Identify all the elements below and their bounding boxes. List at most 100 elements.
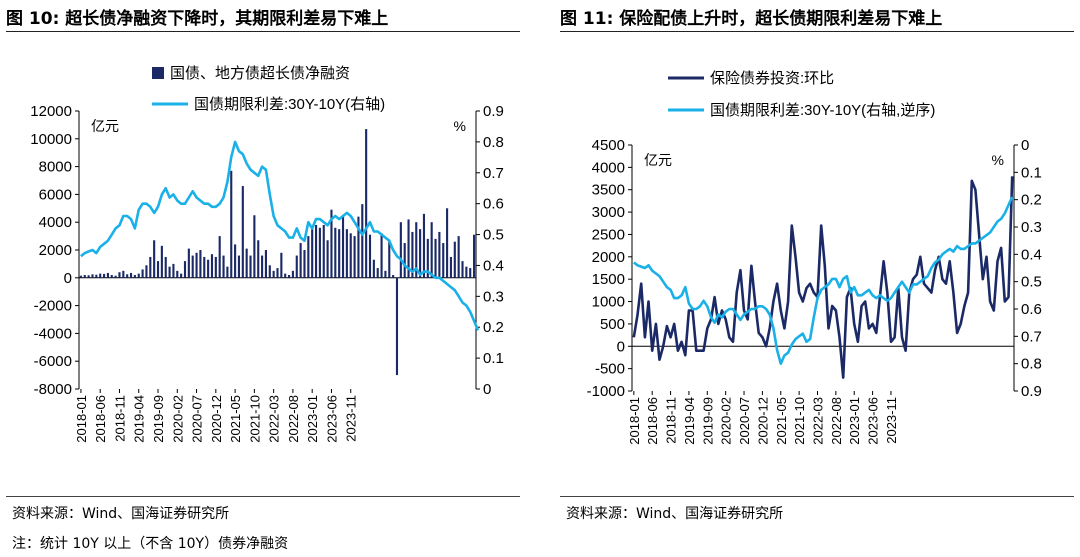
right-right-tick-label: 0.4 <box>1021 246 1042 263</box>
left-x-tick-label: 2018-01 <box>74 395 89 443</box>
left-x-tick-label: 2021-10 <box>247 395 262 443</box>
left-bar <box>449 256 453 278</box>
left-bar <box>280 252 283 278</box>
left-bar <box>426 238 429 278</box>
left-bar <box>180 273 183 278</box>
left-bar <box>83 275 86 278</box>
right-source: 资料来源：Wind、国海证券研究所 <box>566 506 784 522</box>
left-right-tick-label: 0.9 <box>483 103 504 120</box>
left-x-tick-label: 2018-06 <box>93 395 108 443</box>
left-bar <box>430 222 433 278</box>
left-bar <box>434 238 437 278</box>
left-bar <box>195 252 198 278</box>
left-bar <box>380 233 383 278</box>
left-bar <box>322 224 325 278</box>
left-bar <box>318 227 321 278</box>
left-bar <box>411 231 414 278</box>
right-x-tick-label: 2023-11 <box>884 397 899 444</box>
left-bar <box>87 275 90 278</box>
left-bar <box>307 236 310 278</box>
left-bar <box>303 250 306 278</box>
left-bar <box>338 229 341 278</box>
left-bar <box>473 234 476 278</box>
left-right-tick-label: 0.1 <box>483 350 504 367</box>
left-bar <box>172 263 175 278</box>
right-left-tick-label: 4000 <box>592 159 625 176</box>
left-bar <box>311 229 314 278</box>
left-bar <box>469 268 472 278</box>
right-right-tick-label: 0 <box>1021 137 1029 154</box>
left-x-tick-label: 2023-06 <box>324 395 339 443</box>
left-bar <box>368 234 372 278</box>
left-bar <box>183 261 187 278</box>
left-bar <box>299 243 302 278</box>
right-x-tick-label: 2023-06 <box>866 397 881 445</box>
left-footer-rule <box>6 496 520 497</box>
left-bar <box>403 243 406 278</box>
left-bar <box>145 265 148 278</box>
left-bar <box>392 275 395 278</box>
left-title-rule <box>6 31 520 32</box>
left-bar <box>160 245 163 278</box>
left-bar <box>442 243 445 278</box>
right-x-tick-label: 2022-03 <box>810 397 825 445</box>
left-bar <box>203 256 206 278</box>
left-bar <box>137 273 140 278</box>
left-bar <box>288 275 291 278</box>
left-right-tick-label: 0.3 <box>483 288 504 305</box>
left-x-tick-label: 2023-01 <box>305 395 320 443</box>
left-bar <box>210 254 214 278</box>
left-bar <box>395 277 399 376</box>
left-bar <box>388 240 391 278</box>
right-title-text: 保险配债上升时，超长债期限利差易下难上 <box>619 9 943 29</box>
right-right-tick-label: 0.7 <box>1021 328 1042 345</box>
left-x-tick-label: 2021-05 <box>228 395 243 443</box>
left-bar <box>341 215 345 278</box>
left-bar <box>357 216 360 278</box>
left-bar <box>176 270 179 278</box>
left-bar <box>253 215 256 278</box>
left-left-tick-label: 6000 <box>39 186 72 203</box>
left-x-tick-label: 2022-08 <box>286 395 301 443</box>
left-x-tick-label: 2020-02 <box>170 395 185 443</box>
left-bar <box>457 236 460 278</box>
left-left-unit: 亿元 <box>91 118 119 134</box>
right-left-tick-label: 3000 <box>592 204 625 221</box>
left-bar <box>168 266 171 278</box>
left-bar <box>110 275 113 278</box>
right-x-tick-label: 2018-06 <box>645 397 660 445</box>
left-bar <box>207 259 210 278</box>
left-series-line-1 <box>80 140 480 331</box>
left-bar <box>230 170 233 278</box>
right-right-tick-label: 0.8 <box>1021 356 1042 373</box>
left-bar <box>99 273 102 278</box>
left-left-tick-label: 2000 <box>39 242 72 259</box>
right-x-tick-label: 2018-01 <box>627 397 642 445</box>
left-bar <box>438 231 441 278</box>
left-legend-label: 国债、地方债超长债净融资 <box>170 65 350 82</box>
left-bar <box>241 186 244 278</box>
left-bar <box>118 272 121 278</box>
left-bar <box>353 236 356 278</box>
left-bar <box>191 255 194 278</box>
right-left-tick-label: 2000 <box>592 249 625 266</box>
left-bar <box>114 275 117 278</box>
left-x-tick-label: 2020-07 <box>190 395 205 443</box>
right-left-tick-label: 1000 <box>592 294 625 311</box>
left-bar <box>415 222 418 278</box>
left-bar <box>407 219 410 278</box>
right-left-tick-label: 2500 <box>592 226 625 243</box>
right-left-tick-label: 0 <box>617 338 625 355</box>
right-left-tick-label: 4500 <box>592 137 625 154</box>
left-bar <box>399 222 402 278</box>
left-bar <box>345 229 348 278</box>
right-right-tick-label: 0.5 <box>1021 274 1042 291</box>
right-x-tick-label: 2019-04 <box>682 397 697 445</box>
right-x-tick-label: 2023-01 <box>847 397 862 445</box>
left-left-tick-label: -6000 <box>34 353 72 370</box>
left-bar <box>149 256 152 278</box>
left-x-tick-label: 2019-09 <box>151 395 166 443</box>
right-fig-label: 图 11: <box>560 9 614 29</box>
right-right-tick-label: 0.3 <box>1021 219 1042 236</box>
left-bar <box>422 213 426 278</box>
